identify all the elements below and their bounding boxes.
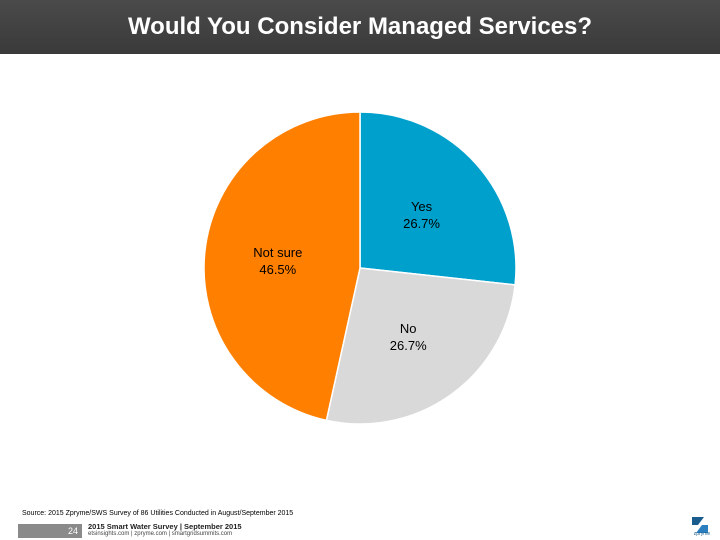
pie-chart: Yes 26.7% No 26.7% Not sure 46.5% bbox=[203, 111, 517, 425]
slice-category-label: No bbox=[400, 321, 417, 336]
slice-value-label: 46.5% bbox=[259, 262, 296, 277]
footer-sites: etsinsights.com | zpryme.com | smartgrid… bbox=[88, 531, 233, 537]
title-bar: Would You Consider Managed Services? bbox=[0, 0, 720, 54]
source-note: Source: 2015 Zpryme/SWS Survey of 86 Uti… bbox=[22, 510, 294, 517]
zpryme-logo-icon bbox=[692, 517, 708, 533]
slice-value-label: 26.7% bbox=[390, 338, 427, 353]
pie-slice-not-sure bbox=[203, 111, 361, 422]
pie-slice-no bbox=[325, 267, 516, 425]
pie-slices bbox=[203, 111, 517, 425]
footer: 24 2015 Smart Water Survey | September 2… bbox=[0, 521, 720, 540]
slice-category-label: Not sure bbox=[253, 245, 302, 260]
page-title: Would You Consider Managed Services? bbox=[127, 13, 593, 40]
slice-category-label: Yes bbox=[411, 199, 433, 214]
pie-labels: Yes 26.7% No 26.7% Not sure 46.5% bbox=[253, 199, 440, 353]
survey-title: 2015 Smart Water Survey | September 2015 bbox=[88, 522, 242, 531]
slice-value-label: 26.7% bbox=[403, 216, 440, 231]
logo-text: zpryme bbox=[693, 531, 711, 537]
page-number: 24 bbox=[18, 524, 82, 538]
pie-slice-yes bbox=[359, 111, 517, 286]
